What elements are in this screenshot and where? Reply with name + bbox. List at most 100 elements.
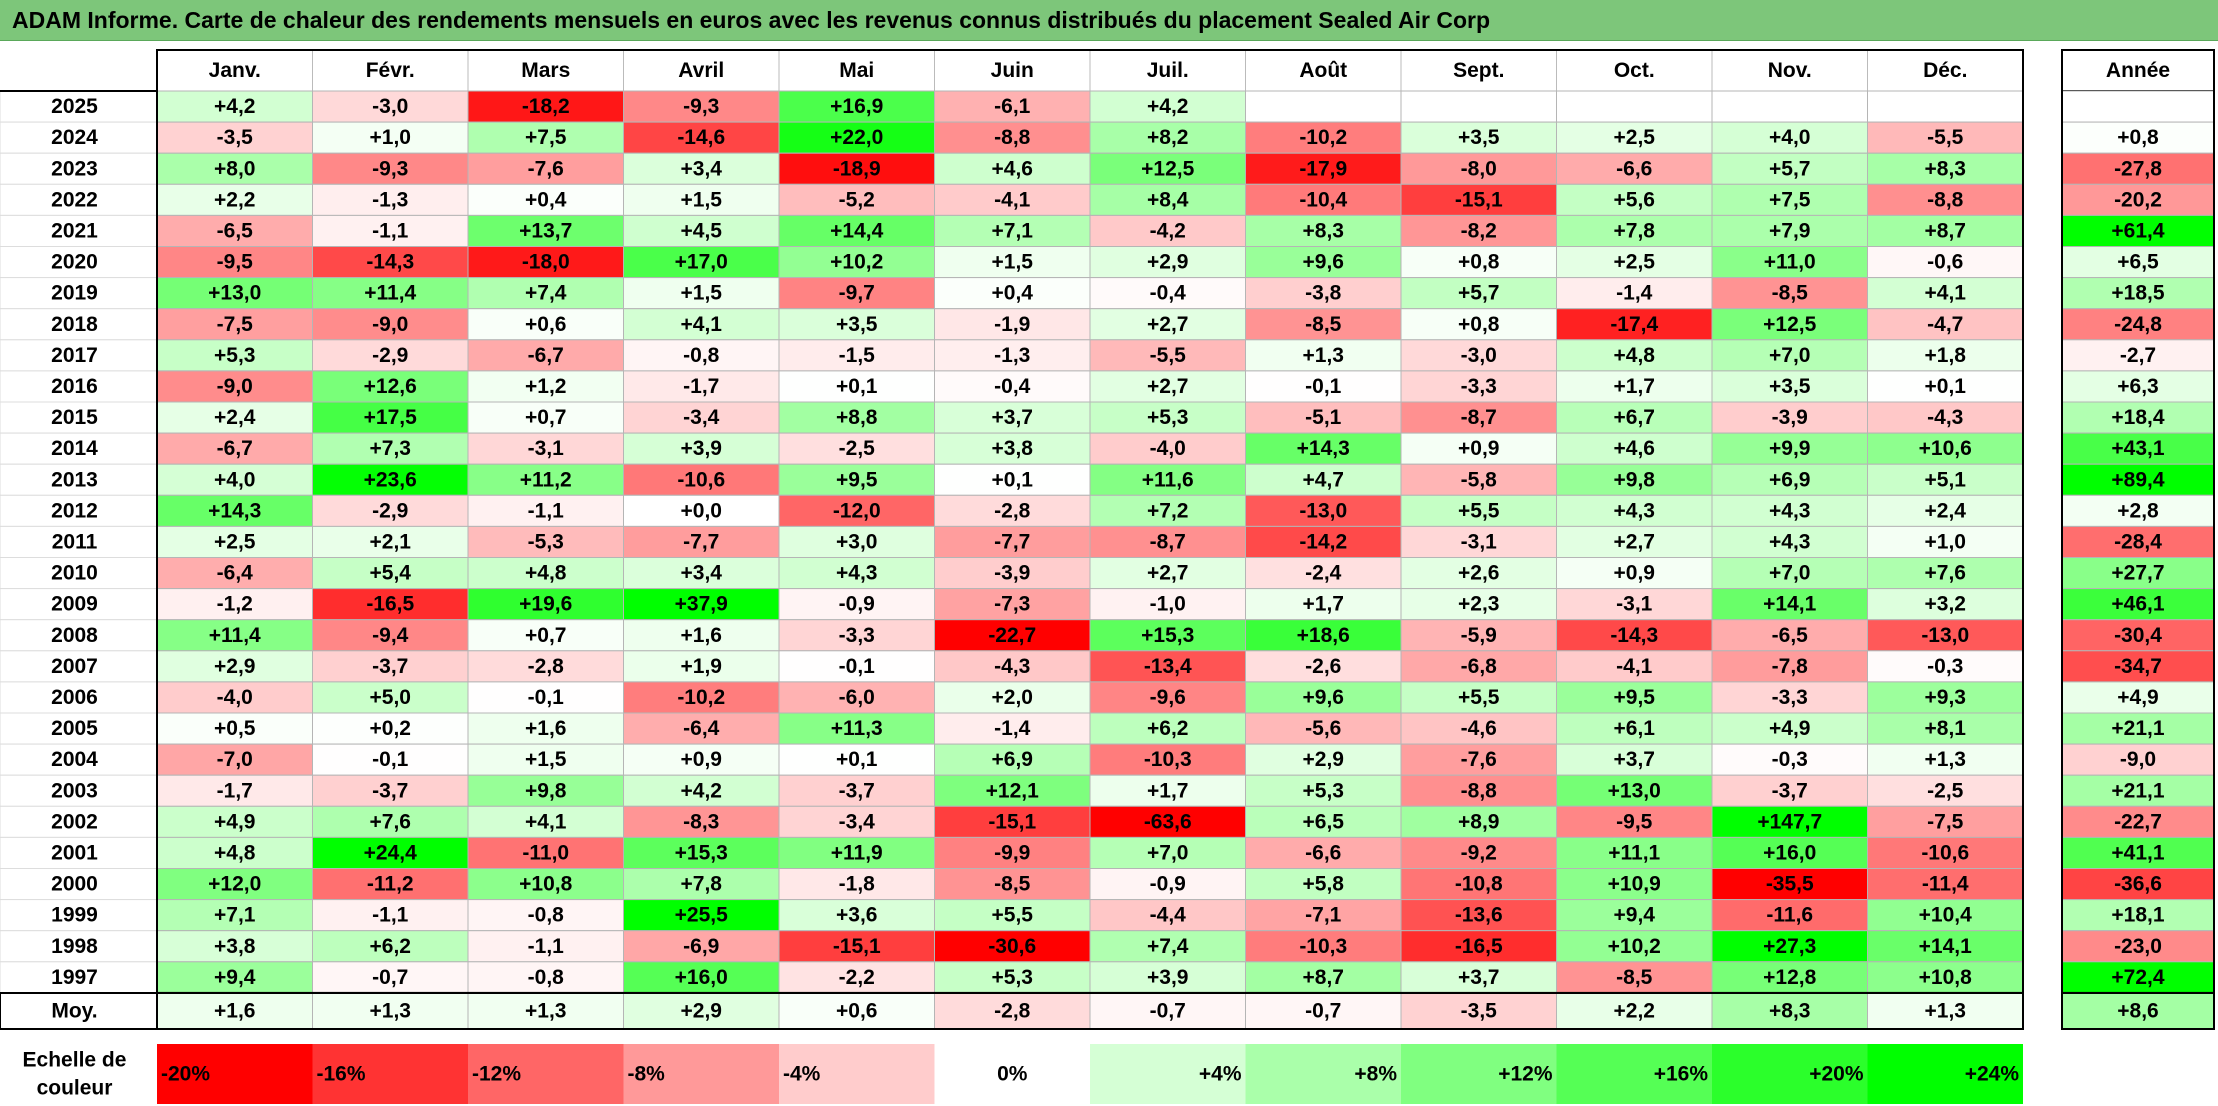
heatmap-cell [1711,836,1868,870]
heatmap-cell [623,432,780,465]
heatmap-cell-value: -4,1 [1616,655,1653,678]
heatmap-cell-value: -3,5 [217,126,254,149]
heatmap-cell [778,774,935,807]
heatmap-cell-value: +5,5 [992,904,1034,927]
heatmap-cell [1556,432,1713,465]
heatmap-cell-value: -1,3 [994,344,1030,367]
heatmap-cell-value: -7,6 [1461,748,1497,771]
heatmap-cell-value: -7,0 [217,748,253,771]
year-label: 2008 [51,624,98,647]
heatmap-cell-value: +14,1 [1763,593,1816,616]
heatmap-cell [1089,121,1246,154]
heatmap-cell-value: +2,7 [1147,313,1188,336]
heatmap-cell-value: -5,6 [1305,717,1341,740]
heatmap-cell-value: -14,6 [677,126,725,149]
heatmap-cell [1400,401,1557,434]
heatmap-cell-value: +1,7 [1614,375,1655,398]
heatmap-cell [156,463,313,496]
heatmap-cell-value: +7,3 [370,437,411,460]
heatmap-cell [467,277,624,310]
heatmap-cell-value: +8,4 [1147,188,1189,211]
year-label: 2005 [51,717,98,740]
heatmap-cell-value: +3,7 [1614,748,1655,771]
heatmap-cell-value: +13,7 [519,219,572,242]
annual-cell-value: -20,2 [2114,188,2162,211]
heatmap-cell-value: +10,8 [1919,966,1972,989]
heatmap-cell-value: +2,2 [214,188,255,211]
heatmap-cell-value: -7,8 [1772,655,1809,678]
heatmap-cell-value: +147,7 [1757,810,1822,833]
year-label: 2016 [51,375,98,398]
heatmap-cell-value: +9,4 [1614,904,1656,927]
heatmap-cell [467,899,624,932]
heatmap-cell-value: +2,3 [1458,593,1499,616]
average-label: Moy. [51,1000,97,1023]
heatmap-cell-value: -0,8 [528,904,565,927]
annual-cell-value: +2,8 [2117,499,2159,522]
heatmap-cell-value: +5,7 [1769,157,1810,180]
annual-cell-value: +4,9 [2117,686,2158,709]
average-cell [1245,992,1402,1030]
heatmap-cell-value: -9,0 [217,375,253,398]
heatmap-cell-value: -4,4 [1150,904,1187,927]
color-scale-swatch [468,1044,624,1104]
heatmap-cell [1089,619,1246,652]
year-label: 2017 [51,344,98,367]
annual-cell [2061,339,2215,372]
heatmap-cell [623,214,780,247]
color-scale-step-label: -20% [161,1063,210,1086]
heatmap-cell-value: -1,9 [994,313,1030,336]
heatmap-cell [156,183,313,216]
heatmap-cell [1089,868,1246,901]
heatmap-cell-value: +7,1 [214,904,256,927]
heatmap-cell-value: +3,6 [836,904,877,927]
average-cell [156,992,313,1030]
average-cell [312,992,469,1030]
heatmap-cell-value: +9,5 [836,468,878,491]
heatmap-cell-value: +8,2 [1147,126,1188,149]
heatmap-cell [1089,463,1246,496]
annual-cell-value: +46,1 [2111,593,2164,616]
heatmap-cell-value: +2,7 [1147,375,1188,398]
heatmap-cell [312,588,469,621]
heatmap-cell-value: +17,0 [675,251,728,274]
heatmap-cell [1089,712,1246,745]
annual-cell-value: -22,7 [2114,810,2162,833]
heatmap-cell [934,463,1091,496]
average-annual-value: +8,6 [2117,1000,2158,1023]
heatmap-cell [778,308,935,341]
heatmap-cell [778,277,935,310]
annual-cell-value: -23,0 [2114,935,2162,958]
heatmap-cell-value: -16,5 [1455,935,1503,958]
heatmap-cell-value: -0,9 [839,593,875,616]
heatmap-cell [623,525,780,559]
heatmap-cell [1400,246,1557,279]
heatmap-cell [1400,681,1557,714]
heatmap-cell-value: -3,1 [1461,530,1498,553]
heatmap-cell [1556,899,1713,932]
heatmap-cell-value: +8,9 [1458,810,1499,833]
heatmap-cell [1089,899,1246,932]
heatmap-cell [778,899,935,932]
heatmap-cell-value: +2,7 [1614,530,1655,553]
annual-cell-value: +89,4 [2111,468,2164,491]
heatmap-cell-value: +4,8 [214,841,256,864]
heatmap-cell-value: +11,4 [364,282,416,305]
heatmap-cell [1556,525,1713,559]
year-cell [0,152,158,185]
heatmap-cell-value: -6,0 [839,686,875,709]
heatmap-cell [1867,743,2024,776]
heatmap-cell-value: +8,1 [1925,717,1967,740]
heatmap-cell-value: -3,9 [1772,406,1808,429]
heatmap-cell-value: -3,9 [994,562,1030,585]
heatmap-cell-value: +3,8 [992,437,1034,460]
heatmap-cell [1556,277,1713,310]
heatmap-cell-value: +7,0 [1147,841,1188,864]
heatmap-cell-value: -6,1 [994,95,1031,118]
heatmap-cell [1245,650,1402,683]
heatmap-cell-value: +5,3 [1303,779,1344,802]
year-label: 2000 [51,873,98,896]
heatmap-cell [778,525,935,559]
year-label: 2006 [51,686,98,709]
heatmap-cell-value: -6,4 [683,717,720,740]
